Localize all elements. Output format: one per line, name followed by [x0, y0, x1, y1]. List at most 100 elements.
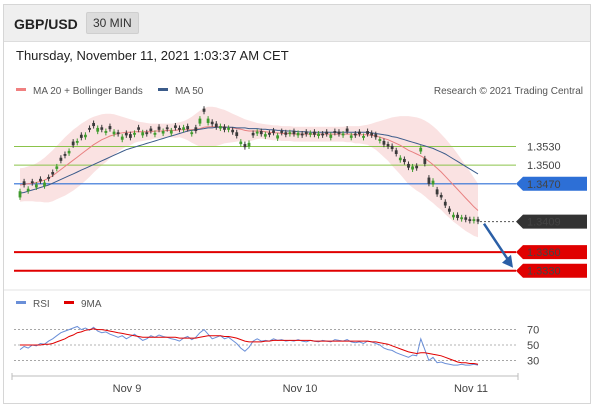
candle-body — [55, 166, 59, 169]
candle-body — [366, 131, 369, 135]
price-legend: MA 20 + Bollinger Bands MA 50 — [16, 86, 204, 97]
candle-body — [157, 126, 161, 130]
candle-body — [321, 133, 325, 136]
candle-body — [439, 194, 443, 198]
candle-body — [108, 126, 112, 130]
candle-body — [296, 132, 300, 136]
candle-body — [243, 144, 247, 148]
level-label: 1.3500 — [527, 160, 561, 172]
candle-body — [411, 166, 414, 170]
candle-body — [34, 184, 38, 188]
candle-body — [456, 214, 459, 218]
x-tick-label: Nov 9 — [113, 383, 142, 395]
candle-body — [427, 177, 431, 184]
candle-body — [423, 158, 427, 164]
candle-body — [374, 134, 378, 138]
symbol-label: GBP/USD — [14, 16, 78, 32]
candle-body — [186, 126, 190, 130]
x-tick-label: Nov 10 — [283, 383, 318, 395]
candle-body — [231, 129, 235, 133]
candle-body — [345, 128, 349, 132]
candle-body — [386, 144, 390, 147]
candle-body — [394, 150, 398, 154]
candle-body — [116, 132, 120, 135]
candle-body — [268, 132, 271, 135]
candle-body — [198, 118, 202, 124]
candles — [18, 106, 480, 225]
forecast-arrow-head — [502, 254, 513, 268]
candle-body — [255, 131, 259, 134]
candle-body — [259, 131, 263, 135]
candle-body — [447, 208, 451, 212]
candle-body — [353, 133, 357, 136]
candle-body — [39, 178, 42, 182]
candle-body — [59, 157, 63, 161]
candle-body — [124, 132, 128, 136]
candle-body — [104, 131, 108, 133]
candle-body — [84, 134, 87, 138]
candle-body — [370, 132, 374, 136]
candle-body — [67, 150, 71, 154]
legend-swatch — [64, 301, 74, 304]
last-price-tag — [516, 214, 587, 229]
candle-body — [415, 165, 419, 169]
candle-body — [407, 163, 410, 168]
top-bar: GBP/USD 30 MIN — [4, 5, 590, 42]
candle-body — [202, 108, 206, 112]
datetime-label: Thursday, November 11, 2021 1:03:37 AM C… — [16, 48, 289, 63]
candle-body — [30, 181, 34, 184]
candle-body — [292, 131, 296, 135]
timeframe-button[interactable]: 30 MIN — [86, 12, 139, 34]
candle-body — [329, 134, 333, 138]
candle-body — [304, 131, 308, 135]
candle-body — [235, 132, 239, 136]
candle-body — [468, 219, 472, 222]
rsi-level-label: 50 — [527, 340, 539, 352]
candle-body — [317, 133, 320, 136]
candle-body — [308, 132, 312, 135]
candle-body — [92, 122, 96, 127]
forecast-arrow-shaft — [482, 222, 512, 264]
candle-body — [165, 127, 169, 130]
level-label: 1.3530 — [527, 142, 561, 154]
chart-frame: GBP/USD 30 MIN Thursday, November 11, 20… — [3, 4, 591, 404]
candle-body — [337, 131, 341, 135]
candle-body — [362, 136, 365, 138]
ma50-line — [19, 126, 479, 194]
level-label: 1.3360 — [527, 247, 561, 259]
candle-body — [120, 136, 124, 140]
candle-body — [239, 141, 243, 145]
candle-body — [435, 189, 439, 195]
candle-body — [133, 132, 136, 135]
candle-body — [26, 188, 30, 192]
candle-body — [333, 131, 337, 133]
candle-body — [402, 158, 406, 163]
candle-body — [464, 217, 468, 220]
candle-body — [227, 127, 230, 130]
candle-body — [22, 181, 26, 186]
candle-body — [112, 131, 116, 135]
candle-body — [288, 132, 292, 135]
rsi-line — [19, 325, 479, 366]
candle-body — [218, 126, 222, 129]
legend-label: RSI — [33, 299, 50, 310]
candle-body — [129, 134, 132, 138]
candle-body — [280, 131, 284, 133]
candle-body — [137, 127, 140, 130]
x-tick-label: Nov 11 — [454, 383, 488, 395]
candle-body — [63, 154, 67, 156]
candle-body — [178, 127, 181, 130]
ma20-line — [19, 126, 479, 211]
rsi-legend: RSI 9MA — [16, 299, 102, 310]
candle-body — [190, 132, 194, 135]
level-label: 1.3330 — [527, 266, 561, 278]
candle-body — [100, 127, 104, 130]
candle-body — [141, 132, 145, 136]
legend-label: MA 20 + Bollinger Bands — [33, 86, 143, 97]
candle-body — [251, 132, 255, 136]
candle-body — [390, 145, 394, 150]
legend-swatch — [16, 301, 26, 304]
candle-body — [161, 131, 165, 134]
candle-body — [472, 219, 476, 222]
